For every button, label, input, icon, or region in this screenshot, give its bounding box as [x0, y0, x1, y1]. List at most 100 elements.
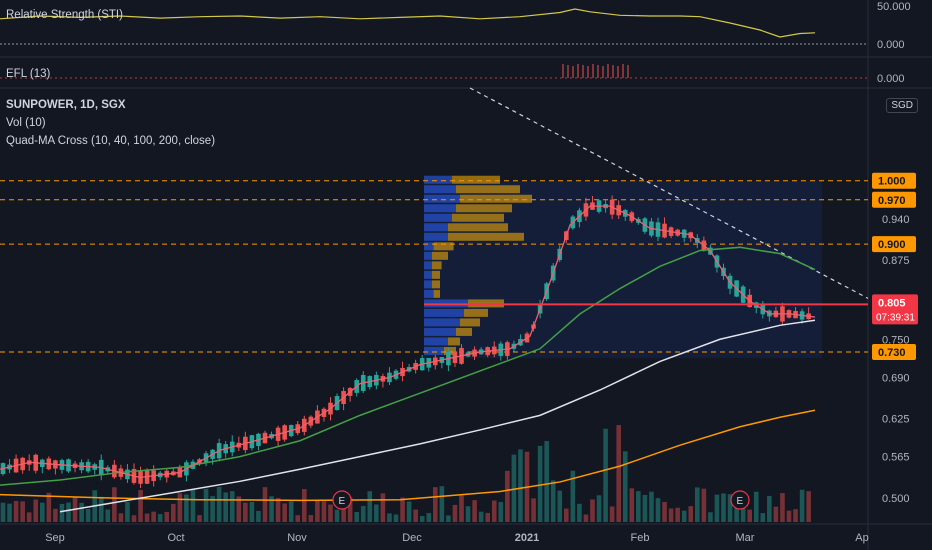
volume-bar — [7, 503, 12, 522]
volume-bar — [557, 490, 563, 522]
volume-bar — [295, 515, 301, 522]
profile-bar-a — [424, 270, 432, 279]
volume-bar — [321, 501, 327, 522]
interval: 1D — [80, 99, 95, 111]
volume-bar — [629, 488, 635, 522]
profile-bar-b — [448, 223, 508, 232]
volume-bar — [256, 510, 261, 522]
volume-bar — [262, 487, 268, 522]
volume-bar — [439, 486, 445, 522]
profile-bar-b — [456, 204, 512, 213]
profile-bar-a — [424, 327, 456, 336]
time-tick: Ap — [855, 532, 868, 544]
profile-bar-b — [460, 318, 480, 327]
price-tick: 0.875 — [882, 255, 910, 267]
sti-line — [0, 8, 816, 38]
volume-bar — [753, 491, 759, 522]
volume-bar — [308, 515, 314, 522]
volume-bar — [518, 449, 523, 522]
time-tick: 2021 — [515, 532, 539, 544]
volume-bar — [786, 510, 792, 522]
profile-bar-a — [424, 251, 432, 260]
volume-bar — [433, 487, 438, 522]
profile-bar-a — [424, 185, 456, 194]
volume-bar — [282, 503, 287, 522]
volume-bar — [675, 507, 680, 522]
vol-label[interactable]: Vol (10) — [6, 117, 46, 129]
volume-bar — [118, 513, 124, 522]
volume-bar — [164, 511, 170, 522]
price-tick: 0.565 — [882, 452, 910, 464]
earnings-marker-label: E — [339, 496, 346, 507]
volume-bar — [616, 425, 621, 522]
volume-bar — [374, 504, 379, 522]
volume-bar — [328, 504, 333, 522]
time-tick: Mar — [736, 532, 755, 544]
profile-bar-b — [433, 289, 440, 298]
sti-tick: 50.000 — [877, 1, 911, 13]
volume-bar — [498, 502, 504, 522]
price-level-badge — [872, 172, 916, 189]
volume-bar — [564, 508, 569, 522]
profile-bar-b — [448, 232, 524, 241]
volume-bar — [210, 496, 215, 522]
profile-bar-a — [424, 204, 456, 213]
volume-bar — [85, 508, 91, 522]
profile-bar-b — [456, 327, 472, 336]
efl-label[interactable]: EFL (13) — [6, 68, 51, 80]
time-tick: Dec — [402, 532, 422, 544]
volume-bar — [550, 480, 556, 522]
volume-bar — [105, 509, 111, 522]
volume-bar — [184, 494, 189, 522]
price-tick: 0.940 — [882, 214, 910, 226]
volume-bar — [302, 488, 307, 522]
volume-bar — [642, 494, 648, 522]
volume-bar — [171, 503, 176, 522]
ma-label[interactable]: Quad-MA Cross (10, 40, 100, 200, close) — [6, 135, 216, 147]
volume-bar — [465, 506, 471, 522]
volume-bar — [249, 501, 255, 522]
volume-bar — [177, 493, 183, 522]
time-tick: Nov — [287, 532, 307, 544]
symbol-label[interactable]: SUNPOWER, 1D, SGX — [6, 99, 126, 111]
profile-bar-a — [424, 232, 448, 241]
ma200-line — [0, 409, 816, 502]
volume-bar — [66, 502, 71, 522]
ma40-line — [0, 246, 816, 486]
price-level-text: 0.970 — [878, 195, 906, 207]
volume-bar — [695, 487, 700, 522]
sti-label[interactable]: Relative Strength (STI) — [6, 9, 123, 21]
time-tick: Feb — [631, 532, 650, 544]
volume-bar — [288, 501, 294, 522]
currency-badge[interactable]: SGD — [886, 98, 918, 113]
last-price-badge — [872, 294, 918, 325]
profile-bar-a — [424, 318, 460, 327]
price-level-text: 0.900 — [878, 239, 906, 251]
volume-bar — [243, 502, 248, 522]
volume-bar — [400, 497, 405, 522]
profile-bar-b — [448, 337, 460, 346]
profile-bar-a — [424, 308, 464, 317]
volume-bar — [125, 501, 130, 522]
price-level-badge — [872, 236, 916, 253]
volume-bar — [747, 509, 752, 522]
volume-bar — [380, 493, 386, 522]
volume-bar — [347, 497, 353, 522]
profile-bar-a — [424, 337, 448, 346]
earnings-marker-label: E — [737, 496, 744, 507]
volume-bar — [138, 489, 143, 522]
profile-bar-b — [444, 346, 456, 355]
volume-bar — [596, 495, 602, 522]
profile-bar-a — [424, 261, 432, 270]
volume-bar — [531, 498, 536, 522]
volume-bar — [806, 491, 811, 522]
last-price-text: 0.805 — [878, 297, 906, 309]
volume-bar — [131, 515, 137, 522]
volume-bar — [269, 496, 274, 522]
volume-bar — [636, 491, 641, 522]
volume-bar — [197, 515, 202, 522]
earnings-marker — [332, 490, 352, 510]
profile-bar-b — [433, 242, 454, 251]
